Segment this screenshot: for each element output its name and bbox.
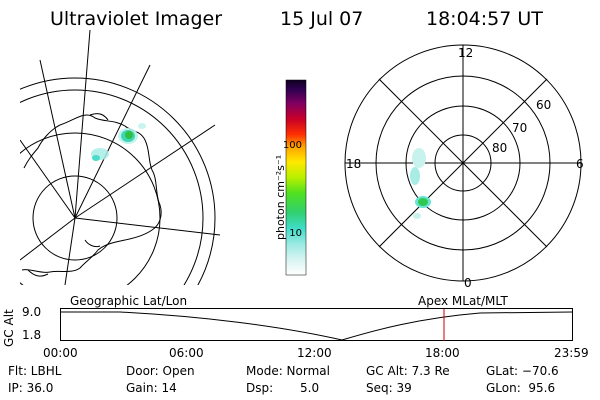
- status-dsp-value: 5.0: [300, 381, 320, 395]
- color-scale: [285, 79, 307, 276]
- status-ip: IP: 36.0: [8, 381, 54, 395]
- status-gain: Gain: 14: [126, 381, 177, 395]
- altitude-trace: [61, 311, 573, 341]
- meridian-line: [39, 59, 76, 219]
- meridian-line: [74, 64, 151, 219]
- mlt-label-0: 0: [464, 276, 472, 290]
- meridian-line: [20, 139, 76, 219]
- polar-diagonal: [378, 78, 548, 248]
- coastline: [21, 114, 162, 273]
- timeline-frame: [60, 308, 573, 341]
- status-filter: Flt: LBHL: [8, 364, 62, 378]
- coastline: [84, 239, 101, 248]
- meridian-line: [74, 30, 91, 219]
- geographic-map: [20, 30, 221, 285]
- mlt-label-6: 6: [576, 157, 584, 171]
- timeline-plot: [60, 308, 573, 341]
- status-gc-alt: GC Alt: 7.3 Re: [366, 364, 450, 378]
- timeline-y-tick-max: 9.0: [22, 305, 42, 319]
- status-mode: Mode: Normal: [246, 364, 330, 378]
- timeline-y-tick-min: 1.8: [22, 328, 42, 342]
- colorbar-tick-100: 100: [282, 140, 302, 151]
- meridian-line: [64, 217, 76, 285]
- coastline: [89, 113, 109, 121]
- mlat-label-80: 80: [492, 141, 508, 155]
- timeline-x-tick: 18:00: [425, 346, 460, 360]
- timeline-y-label: GC Alt: [2, 309, 16, 347]
- observation-date: 15 Jul 07: [280, 8, 364, 30]
- timeline-right-title: Apex MLat/MLT: [418, 294, 508, 308]
- timeline-x-tick: 12:00: [297, 346, 332, 360]
- status-glat: GLat: −70.6: [486, 364, 559, 378]
- coastline: [23, 124, 61, 169]
- colorbar-unit-label: photon cm⁻²s⁻¹: [274, 154, 287, 240]
- colorbar-tick-10: 10: [289, 228, 302, 239]
- coastline: [27, 269, 49, 277]
- mlt-label-18: 18: [346, 157, 362, 171]
- mlt-label-12: 12: [458, 46, 474, 60]
- latitude-circle: [32, 175, 118, 261]
- mlat-label-70: 70: [512, 121, 528, 135]
- status-glon: GLon: 95.6: [486, 381, 556, 395]
- latitude-circle: [20, 89, 204, 285]
- observation-time: 18:04:57 UT: [426, 8, 543, 30]
- status-dsp-label: Dsp:: [246, 381, 274, 395]
- status-door: Door: Open: [126, 364, 195, 378]
- meridian-line: [20, 217, 76, 261]
- meridian-line: [74, 124, 216, 219]
- latitude-circle: [20, 77, 216, 285]
- color-bar-gradient: [285, 79, 307, 276]
- uv-emission: [410, 148, 431, 219]
- mlat-label-60: 60: [536, 98, 552, 112]
- status-seq: Seq: 39: [366, 381, 412, 395]
- timeline-left-title: Geographic Lat/Lon: [70, 294, 188, 308]
- timeline-x-tick: 23:59: [554, 346, 589, 360]
- uv-emission: [91, 123, 146, 161]
- instrument-title: Ultraviolet Imager: [50, 8, 223, 30]
- polar-plot: [344, 44, 582, 282]
- meridian-line: [74, 217, 221, 236]
- timeline-x-tick: 00:00: [43, 346, 78, 360]
- timeline-x-tick: 06:00: [169, 346, 204, 360]
